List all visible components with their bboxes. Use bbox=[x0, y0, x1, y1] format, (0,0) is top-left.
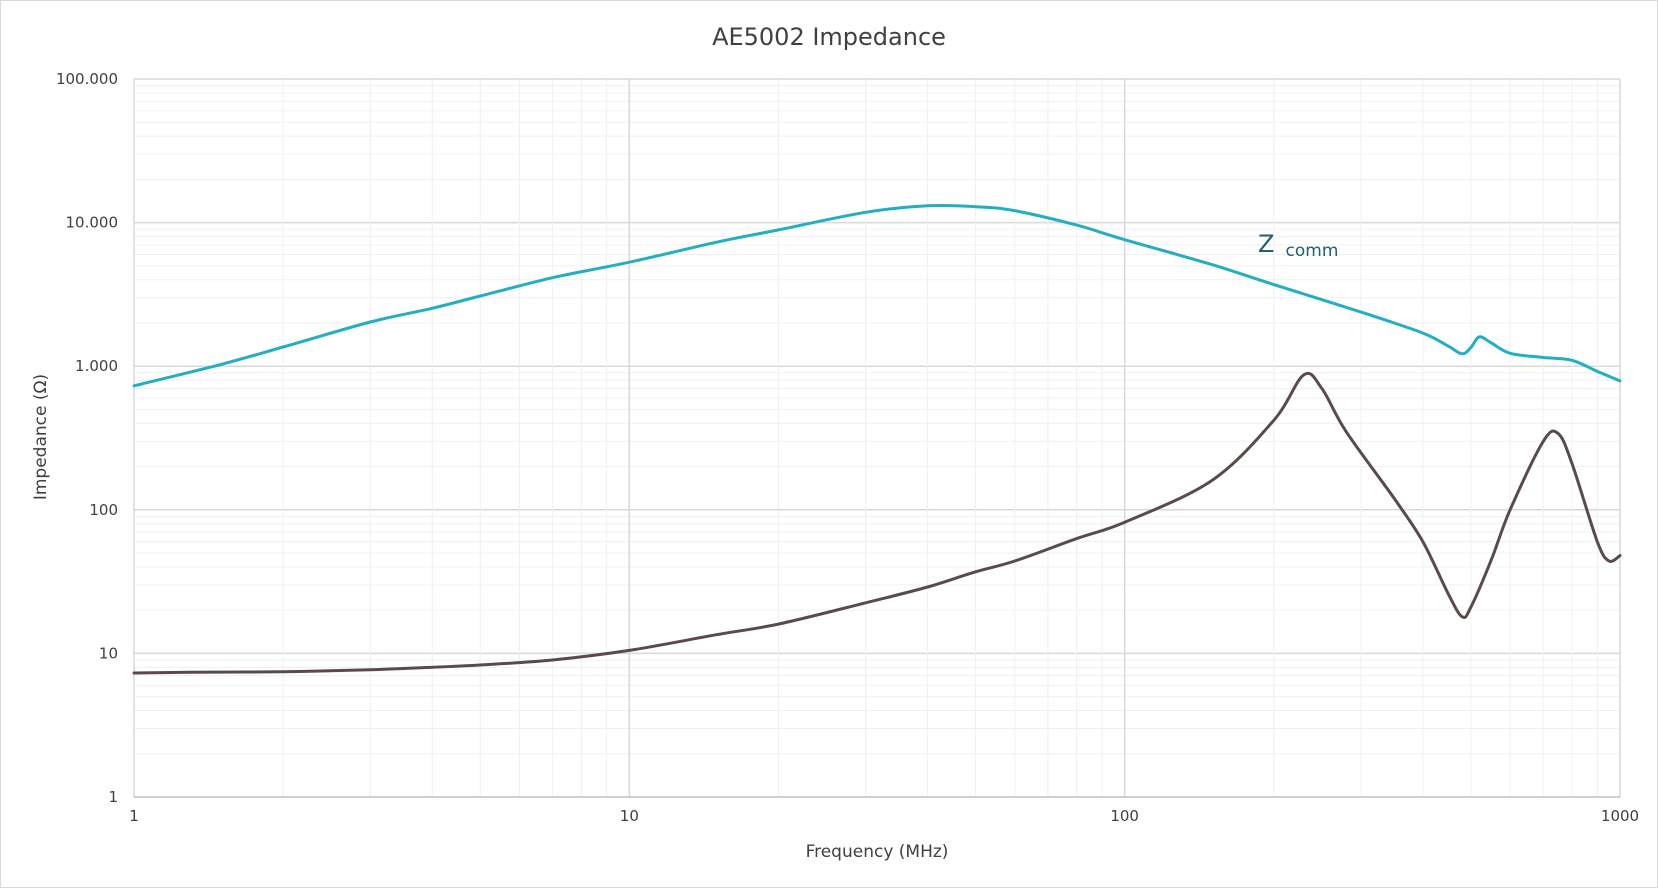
x-tick-label: 100 bbox=[1110, 807, 1139, 825]
z-comm-main: Z bbox=[1258, 230, 1274, 258]
y-axis-label: Impedance (Ω) bbox=[31, 374, 51, 500]
y-tick-label: 10.000 bbox=[66, 214, 119, 232]
y-tick-label: 100.000 bbox=[56, 70, 118, 88]
series-line-diff bbox=[132, 371, 1622, 675]
y-tick-label: 1.000 bbox=[75, 357, 118, 375]
chart-title: AE5002 Impedance bbox=[712, 23, 946, 51]
x-axis-label: Frequency (MHz) bbox=[806, 842, 949, 862]
z-comm-annotation: Z comm bbox=[1258, 230, 1338, 261]
z-comm-subscript: comm bbox=[1286, 241, 1339, 261]
x-tick-label: 1 bbox=[129, 807, 139, 825]
plot-area bbox=[132, 203, 1622, 675]
grid-lines bbox=[133, 78, 1621, 797]
y-tick-label: 10 bbox=[99, 644, 118, 662]
tick-labels: 1 10 100 1000 1 10 100 1.000 10.000 100.000 bbox=[56, 70, 1639, 825]
x-tick-label: 10 bbox=[620, 807, 639, 825]
series-line-comm bbox=[132, 203, 1622, 388]
x-tick-label: 1000 bbox=[1601, 807, 1639, 825]
y-tick-label: 100 bbox=[89, 501, 118, 519]
y-tick-label: 1 bbox=[108, 788, 118, 806]
